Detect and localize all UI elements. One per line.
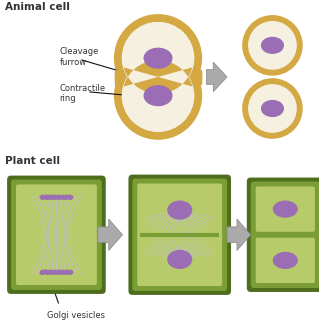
FancyBboxPatch shape	[137, 184, 222, 286]
Ellipse shape	[48, 195, 53, 199]
Circle shape	[243, 79, 302, 138]
FancyBboxPatch shape	[256, 187, 315, 232]
Ellipse shape	[273, 201, 297, 217]
Ellipse shape	[44, 270, 49, 274]
Polygon shape	[98, 219, 123, 250]
Polygon shape	[124, 60, 192, 94]
Ellipse shape	[56, 270, 61, 274]
Ellipse shape	[273, 253, 297, 268]
FancyBboxPatch shape	[256, 238, 315, 283]
Ellipse shape	[48, 270, 53, 274]
Ellipse shape	[262, 100, 283, 117]
FancyBboxPatch shape	[11, 179, 102, 290]
Text: Contractile
ring: Contractile ring	[59, 84, 106, 103]
FancyBboxPatch shape	[132, 178, 227, 291]
Ellipse shape	[60, 270, 65, 274]
Ellipse shape	[168, 250, 192, 268]
Ellipse shape	[64, 270, 69, 274]
Text: Golgi vesicles: Golgi vesicles	[47, 311, 105, 320]
Circle shape	[249, 22, 296, 69]
FancyBboxPatch shape	[16, 185, 97, 285]
Circle shape	[123, 60, 194, 131]
FancyBboxPatch shape	[247, 229, 321, 292]
Ellipse shape	[40, 270, 45, 274]
Ellipse shape	[52, 270, 57, 274]
Ellipse shape	[68, 195, 73, 199]
Circle shape	[243, 16, 302, 75]
Bar	[115, 73, 202, 81]
Ellipse shape	[144, 48, 172, 68]
Ellipse shape	[60, 195, 65, 199]
Text: Cleavage
furrow: Cleavage furrow	[59, 47, 99, 67]
Circle shape	[123, 23, 194, 94]
Ellipse shape	[262, 38, 283, 53]
FancyBboxPatch shape	[251, 181, 320, 237]
Ellipse shape	[168, 201, 192, 219]
Ellipse shape	[64, 195, 69, 199]
Ellipse shape	[52, 195, 57, 199]
Ellipse shape	[68, 270, 73, 274]
Bar	[115, 70, 202, 84]
FancyBboxPatch shape	[7, 176, 106, 294]
Circle shape	[123, 23, 194, 94]
FancyBboxPatch shape	[128, 175, 231, 295]
Ellipse shape	[44, 195, 49, 199]
Text: Cell
plate: Cell plate	[190, 175, 211, 194]
Ellipse shape	[40, 195, 45, 199]
Circle shape	[249, 85, 296, 132]
Circle shape	[115, 52, 202, 139]
Circle shape	[123, 60, 194, 131]
FancyBboxPatch shape	[247, 178, 321, 241]
Text: Animal cell: Animal cell	[5, 2, 70, 12]
Polygon shape	[206, 62, 227, 92]
Circle shape	[115, 15, 202, 101]
Ellipse shape	[56, 195, 61, 199]
Text: Plant cell: Plant cell	[5, 156, 60, 166]
Polygon shape	[227, 219, 251, 250]
Ellipse shape	[144, 86, 172, 106]
FancyBboxPatch shape	[251, 233, 320, 288]
